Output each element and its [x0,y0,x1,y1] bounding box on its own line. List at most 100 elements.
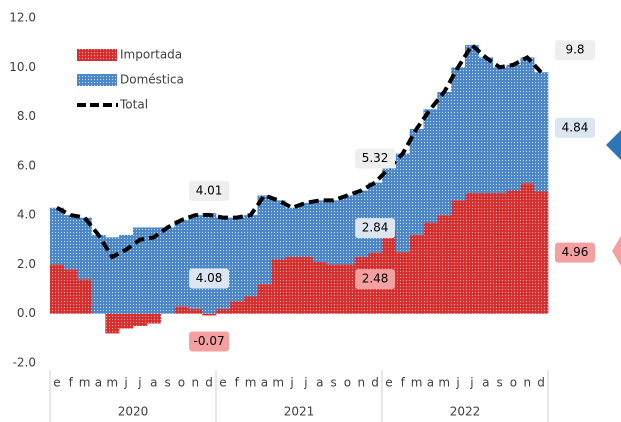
x-tick-label: s [330,376,336,390]
legend-label: Total [119,98,148,112]
data-label-box [189,331,230,352]
y-tick-label: 10.0 [9,60,36,74]
data-label: 4.96 [562,245,589,259]
bar-segment [520,183,535,314]
x-tick-label: f [235,376,240,390]
x-tick-label: j [469,376,473,390]
x-tick-label: a [95,376,102,390]
x-tick-label: f [401,376,406,390]
x-tick-label: f [69,376,74,390]
y-tick-label: 4.0 [17,208,36,222]
legend-label: Importada [120,48,182,62]
bar-segment [340,195,355,265]
bar-segment [271,200,286,260]
x-tick-label: d [371,376,379,390]
data-label: 2.84 [362,221,389,235]
bar-segment [119,234,134,314]
bar-segment [285,207,300,258]
bar-segment [119,313,134,329]
bar-segment [63,269,78,314]
x-tick-label: e [219,376,226,390]
bar-segment [243,215,258,297]
x-tick-label: n [357,376,365,390]
bar-segment [423,222,438,314]
x-tick-label: d [537,376,545,390]
bar-segment [174,220,189,307]
bar-segment [63,215,78,270]
bar-segment [465,192,480,314]
bar-segment [188,308,203,314]
y-tick-label: 0.0 [17,306,36,320]
x-tick-label: a [482,376,489,390]
bar-segment [534,191,549,314]
x-tick-label: j [123,376,127,390]
bar-segment [257,284,272,314]
year-label: 2020 [118,405,149,419]
x-tick-label: m [79,376,91,390]
x-tick-label: e [385,376,392,390]
y-tick-label: 2.0 [17,257,36,271]
bar-segment [146,227,161,314]
data-label: 4.84 [562,120,589,134]
bar-segment [299,257,314,314]
x-tick-label: a [261,376,268,390]
bar-segment [409,234,424,314]
bar-segment [202,313,217,316]
data-label: -0.07 [194,334,225,348]
data-label-box [555,117,595,138]
bar-segment [77,217,92,280]
data-label: 2.48 [362,272,389,286]
bar-segment [437,215,452,314]
bar-segment [451,67,466,201]
bar-segment [216,308,231,314]
data-label-box [355,269,396,290]
bar-segment [133,313,148,327]
bar-segment [492,192,507,314]
data-label-box [355,148,396,169]
bar-segment [520,57,535,184]
arrow-decoration [612,236,621,266]
x-tick-label: j [289,376,293,390]
bar-segment [146,313,161,324]
bar-segment [243,296,258,314]
legend-label: Doméstica [120,73,184,87]
x-tick-label: o [510,376,517,390]
x-tick-label: s [496,376,502,390]
data-label-box [189,180,230,201]
bar-segment [492,67,507,193]
data-label-box [555,40,595,61]
data-label: 4.08 [196,271,223,285]
bar-segment [465,45,480,193]
bar-segment [423,109,438,223]
bar-segment [506,64,521,191]
bar-segment [382,168,397,230]
bar-segment [409,128,424,235]
bar-segment [451,200,466,314]
data-label-box [189,268,230,289]
x-tick-label: m [438,376,450,390]
year-label: 2021 [284,405,315,419]
bar-segment [534,72,549,192]
x-tick-label: o [344,376,351,390]
bar-segment [50,264,65,314]
x-tick-label: j [455,376,459,390]
bar-segment [91,234,106,314]
y-tick-label: 12.0 [9,11,36,25]
x-tick-label: a [427,376,434,390]
data-label: 4.01 [196,183,223,197]
bar-segment [105,313,120,334]
x-tick-label: m [272,376,284,390]
legend-swatch [77,74,117,86]
bar-segment [299,202,314,258]
x-tick-label: s [164,376,170,390]
bar-segment [395,153,410,253]
bar-segment [326,264,341,314]
legend-swatch [77,49,117,61]
bar-segment [478,192,493,314]
bar-segment [437,91,452,216]
data-label: 9.8 [565,43,584,57]
year-label: 2022 [450,405,481,419]
total-line [55,42,543,260]
bar-segment [77,279,92,314]
